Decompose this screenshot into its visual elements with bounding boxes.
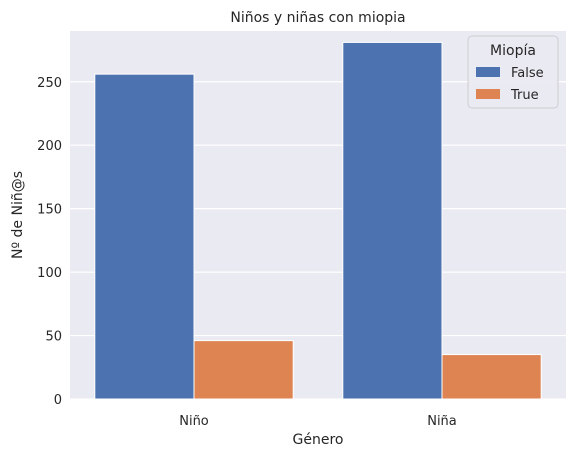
y-tick-label: 200 bbox=[37, 139, 62, 154]
legend-swatch-true bbox=[476, 89, 500, 99]
y-axis-ticks: 0 50 100 150 200 250 bbox=[37, 76, 62, 408]
legend-label-true: True bbox=[510, 88, 539, 103]
x-tick-label: Niño bbox=[179, 414, 209, 429]
bar-true-0 bbox=[193, 340, 294, 400]
y-tick-label: 150 bbox=[37, 203, 62, 218]
legend-title: Miopía bbox=[490, 43, 536, 59]
y-tick-label: 100 bbox=[37, 266, 62, 281]
x-axis-ticks: Niño Niña bbox=[179, 414, 457, 429]
x-axis-label: Género bbox=[293, 432, 344, 448]
legend-swatch-false bbox=[476, 67, 500, 77]
y-tick-label: 250 bbox=[37, 76, 62, 91]
y-tick-label: 0 bbox=[54, 393, 62, 408]
legend: Miopía False True bbox=[467, 35, 559, 109]
bars bbox=[94, 41, 542, 400]
chart-title: Niños y niñas con miopia bbox=[230, 10, 405, 26]
bar-false-0 bbox=[94, 73, 195, 400]
bar-true-1 bbox=[441, 354, 542, 400]
bar-false-1 bbox=[342, 41, 443, 400]
x-tick-label: Niña bbox=[427, 414, 457, 429]
y-tick-label: 50 bbox=[45, 330, 62, 345]
legend-label-false: False bbox=[511, 66, 544, 81]
y-axis-label: Nº de Niñ@s bbox=[10, 171, 26, 259]
